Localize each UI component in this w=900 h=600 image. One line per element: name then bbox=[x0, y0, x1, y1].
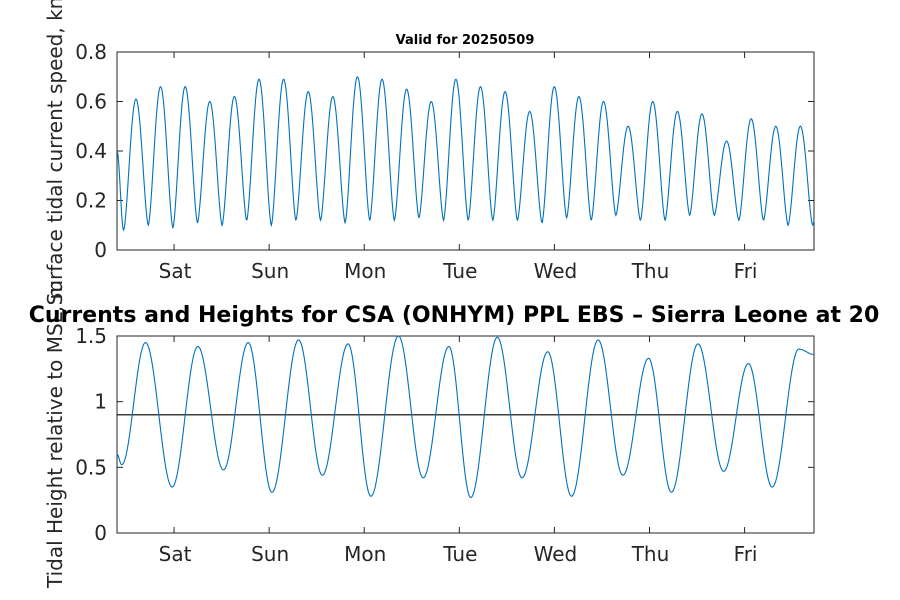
current-speed-xtick-label: Sun bbox=[251, 259, 289, 283]
tidal-height-xtick-label: Tue bbox=[442, 542, 477, 566]
tidal-height-ytick-label: 1.5 bbox=[75, 324, 107, 348]
tidal-height-series-line bbox=[116, 335, 815, 499]
current-speed-ytick-label: 0.2 bbox=[75, 189, 107, 213]
current-speed-xtick-label: Thu bbox=[631, 259, 670, 283]
tidal-height-plot-area bbox=[116, 335, 815, 534]
current-speed-xtick-label: Wed bbox=[534, 259, 578, 283]
tidal-height-ytick-label: 1 bbox=[94, 390, 107, 414]
tidal-height-ytick-label: 0 bbox=[94, 521, 107, 545]
tidal-height-ytick-label: 0.5 bbox=[75, 455, 107, 479]
current-speed-ylabel: Surface tidal current speed, kn bbox=[43, 0, 67, 305]
tidal-height-xtick-label: Mon bbox=[344, 542, 386, 566]
current-speed-series-line bbox=[116, 75, 815, 232]
current-speed-ticks: 0 0.2 0.4 0.6 0.8 Sat Sun Mon Tue Wed Thu Fri bbox=[75, 40, 814, 283]
tidal-height-xtick-label: Wed bbox=[534, 542, 578, 566]
tidal-height-xtick-label: Sat bbox=[159, 542, 192, 566]
figure-main-title: Currents and Heights for CSA (ONHYM) PPL… bbox=[29, 303, 880, 328]
current-speed-xtick-label: Sat bbox=[159, 259, 192, 283]
current-speed-plot-area bbox=[116, 51, 815, 251]
current-speed-ytick-label: 0 bbox=[94, 238, 107, 262]
current-speed-ytick-label: 0.6 bbox=[75, 90, 107, 114]
current-speed-ytick-label: 0.8 bbox=[75, 40, 107, 64]
tidal-height-ylabel: Tidal Height relative to MSL, m bbox=[43, 280, 67, 589]
current-speed-xtick-label: Fri bbox=[734, 259, 758, 283]
current-speed-xtick-label: Tue bbox=[442, 259, 477, 283]
tidal-height-xtick-label: Fri bbox=[734, 542, 758, 566]
current-speed-axes: 0 0.2 0.4 0.6 0.8 Sat Sun Mon Tue Wed Thu Fri Valid… bbox=[43, 0, 815, 305]
tidal-height-xtick-label: Thu bbox=[631, 542, 670, 566]
tidal-height-axes: 0 0.5 1 1.5 Sat Sun Mon Tue Wed Thu Fri Tidal Heig… bbox=[43, 280, 815, 589]
tidal-height-xtick-label: Sun bbox=[251, 542, 289, 566]
current-speed-xtick-label: Mon bbox=[344, 259, 386, 283]
tidal-height-ticks: 0 0.5 1 1.5 Sat Sun Mon Tue Wed Thu Fri bbox=[75, 324, 814, 566]
current-speed-title: Valid for 20250509 bbox=[396, 33, 535, 48]
current-speed-ytick-label: 0.4 bbox=[75, 139, 107, 163]
